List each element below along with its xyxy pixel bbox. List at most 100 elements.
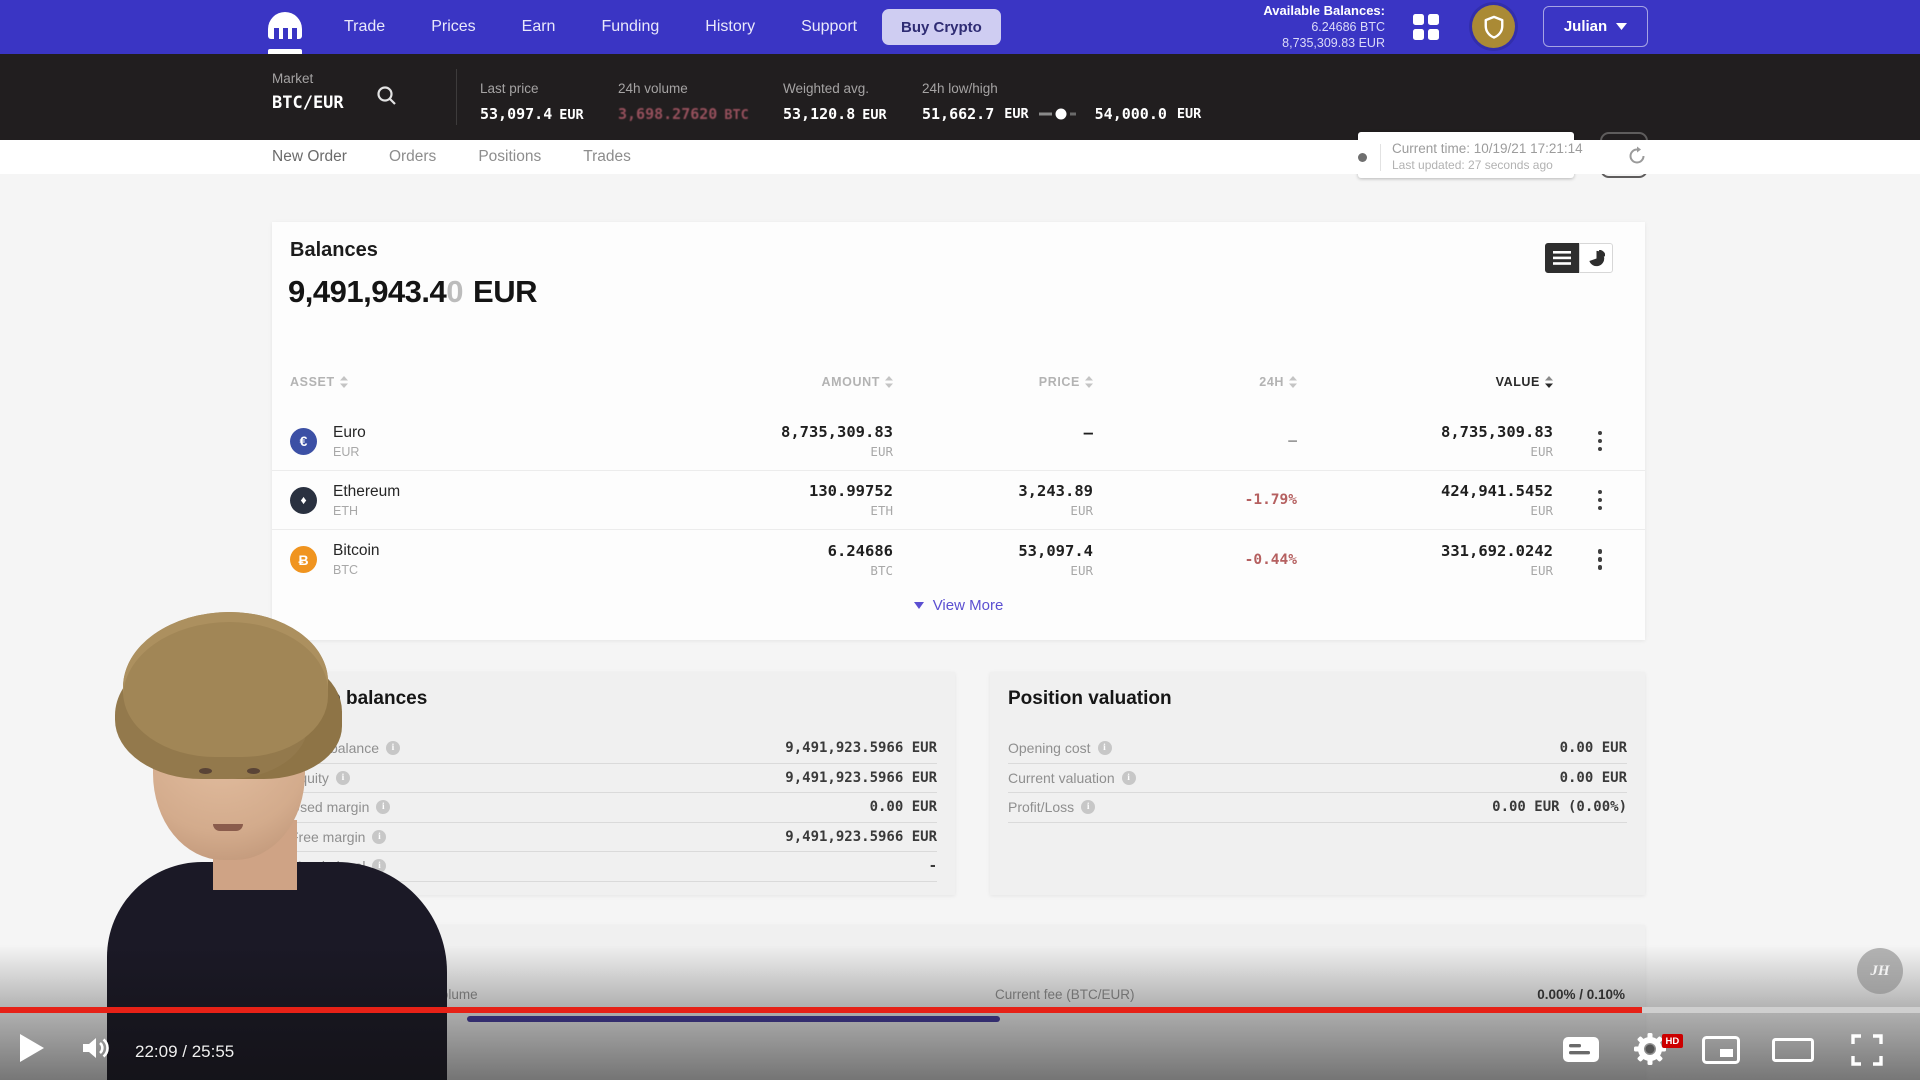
available-balances-label: Available Balances:: [1263, 3, 1385, 18]
market-pair: BTC/EUR: [272, 93, 344, 113]
fullscreen-button[interactable]: [1850, 1033, 1884, 1070]
nav-item-funding[interactable]: Funding: [601, 18, 660, 35]
opening-cost-row: Opening cost 0.00 EUR: [1008, 734, 1627, 764]
top-navigation: Trade Prices Earn Funding History Suppor…: [0, 0, 1920, 54]
asset-code: ETH: [333, 503, 358, 518]
fullscreen-icon: [1851, 1034, 1883, 1066]
row-menu-kebab-icon[interactable]: [1587, 549, 1613, 570]
tab-new-order[interactable]: New Order: [272, 148, 347, 165]
row-menu-kebab-icon[interactable]: [1587, 489, 1613, 511]
pie-chart-icon: [1588, 249, 1605, 266]
user-menu-button[interactable]: Julian: [1543, 6, 1648, 47]
player-controls: 22:09 / 25:55 HD: [0, 1020, 1920, 1080]
nav-item-support[interactable]: Support: [801, 18, 858, 35]
change-cell: -0.44%: [1244, 551, 1297, 568]
table-row-ethereum: ♦ Ethereum ETH 130.99752 ETH 3,243.89 EUR …: [272, 471, 1645, 530]
tab-orders[interactable]: Orders: [388, 148, 437, 165]
market-label: Market: [272, 71, 314, 86]
video-progress-played: [0, 1007, 1642, 1013]
miniplayer-icon: [1702, 1036, 1740, 1064]
info-icon[interactable]: [385, 741, 400, 756]
order-tabs: New Order Orders Positions Trades: [272, 140, 631, 174]
info-icon[interactable]: [372, 829, 387, 844]
security-shield-icon[interactable]: [1472, 5, 1515, 48]
kraken-logo-icon[interactable]: [268, 12, 302, 39]
stat-label: 24h volume: [618, 81, 688, 96]
time-status: Current time: 10/19/21 17:21:14 Last upd…: [1392, 141, 1583, 173]
volume-button[interactable]: [80, 1034, 112, 1065]
main-nav: Trade Prices Earn Funding History Suppor…: [344, 0, 857, 54]
total-balance: 9,491,943.40 EUR: [288, 274, 537, 310]
play-button[interactable]: [20, 1034, 44, 1062]
column-asset[interactable]: ASSET: [290, 375, 593, 389]
tab-trades[interactable]: Trades: [583, 148, 631, 165]
market-search-button[interactable]: [374, 84, 400, 110]
nav-item-prices[interactable]: Prices: [431, 18, 476, 35]
info-icon[interactable]: [1121, 770, 1136, 785]
change-cell: -1.79%: [1244, 492, 1297, 508]
captions-button[interactable]: [1562, 1036, 1600, 1066]
value-cell: 331,692.0242 EUR: [1441, 541, 1553, 578]
list-view-toggle[interactable]: [1545, 243, 1579, 273]
play-icon: [20, 1034, 44, 1062]
sort-icon: [339, 376, 348, 388]
price-cell: 3,243.89 EUR: [1018, 482, 1093, 518]
apps-grid-icon[interactable]: [1413, 14, 1439, 40]
available-eur: 8,735,309.83 EUR: [1282, 36, 1385, 50]
balances-title: Balances: [290, 239, 378, 261]
stat-unit: EUR: [862, 107, 887, 123]
miniplayer-button[interactable]: [1702, 1036, 1740, 1067]
current-fee-label: Current fee (BTC/EUR): [995, 987, 1135, 1002]
total-dim-digit: 0: [446, 274, 464, 309]
current-valuation-row: Current valuation 0.00 EUR: [1008, 764, 1627, 793]
stat-unit: EUR: [559, 107, 584, 123]
channel-watermark[interactable]: JH: [1857, 948, 1903, 994]
available-btc: 6.24686 BTC: [1311, 20, 1385, 34]
caret-down-icon: [913, 602, 924, 609]
balances-rows: € Euro EUR 8,735,309.83 EUR — — 8,735,309…: [272, 412, 1645, 589]
video-progress-bar[interactable]: [0, 1007, 1920, 1013]
video-timestamp: 22:09 / 25:55: [135, 1042, 235, 1061]
pie-view-toggle[interactable]: [1579, 243, 1613, 273]
asset-name: Bitcoin: [333, 542, 380, 559]
list-icon: [1553, 251, 1571, 265]
sort-icon: [1289, 376, 1297, 388]
asset-name: Ethereum: [333, 482, 401, 500]
user-name: Julian: [1563, 18, 1608, 35]
table-row-bitcoin: Ƀ Bitcoin BTC 6.24686 BTC 53,097.4 EUR -0.…: [272, 530, 1645, 589]
hd-quality-badge: HD: [1662, 1034, 1683, 1048]
divider: [1380, 144, 1381, 171]
buy-crypto-button[interactable]: Buy Crypto: [882, 9, 1001, 45]
row-menu-kebab-icon[interactable]: [1587, 430, 1613, 452]
high-value: 54,000.0: [1094, 105, 1167, 123]
profit-loss-row: Profit/Loss 0.00 EUR (0.00%): [1008, 793, 1627, 823]
refresh-button[interactable]: [1626, 146, 1648, 168]
info-icon[interactable]: [335, 770, 350, 785]
high-unit: EUR: [1176, 106, 1202, 122]
nav-item-history[interactable]: History: [705, 18, 756, 35]
column-price[interactable]: PRICE: [893, 375, 1093, 389]
nav-item-trade[interactable]: Trade: [344, 18, 386, 35]
stat-value: 53,120.8: [783, 105, 856, 123]
used-margin-row: Used margin 0.00 EUR: [290, 793, 937, 823]
available-balances: Available Balances: 6.24686 BTC 8,735,30…: [1120, 3, 1385, 51]
info-icon[interactable]: [376, 800, 391, 815]
nav-item-earn[interactable]: Earn: [521, 18, 556, 35]
stat-label: 24h low/high: [922, 81, 998, 96]
tab-positions[interactable]: Positions: [478, 148, 542, 165]
column-amount[interactable]: AMOUNT: [593, 375, 893, 389]
market-selector[interactable]: Market BTC/EUR: [272, 71, 344, 113]
balances-table-header: ASSET AMOUNT PRICE 24H VALUE: [272, 370, 1645, 394]
column-value[interactable]: VALUE: [1297, 375, 1553, 389]
current-time: Current time: 10/19/21 17:21:14: [1392, 141, 1583, 156]
info-icon[interactable]: [1081, 800, 1096, 815]
ethereum-icon: ♦: [290, 486, 317, 514]
asset-code: EUR: [333, 444, 360, 459]
stat-label: Weighted avg.: [783, 81, 870, 96]
view-more-link[interactable]: View More: [272, 597, 1645, 614]
stat-label: Last price: [480, 81, 539, 96]
theater-mode-button[interactable]: [1772, 1038, 1814, 1065]
info-icon[interactable]: [1097, 741, 1112, 756]
column-24h[interactable]: 24H: [1093, 375, 1297, 389]
presenter-eye: [247, 768, 260, 774]
